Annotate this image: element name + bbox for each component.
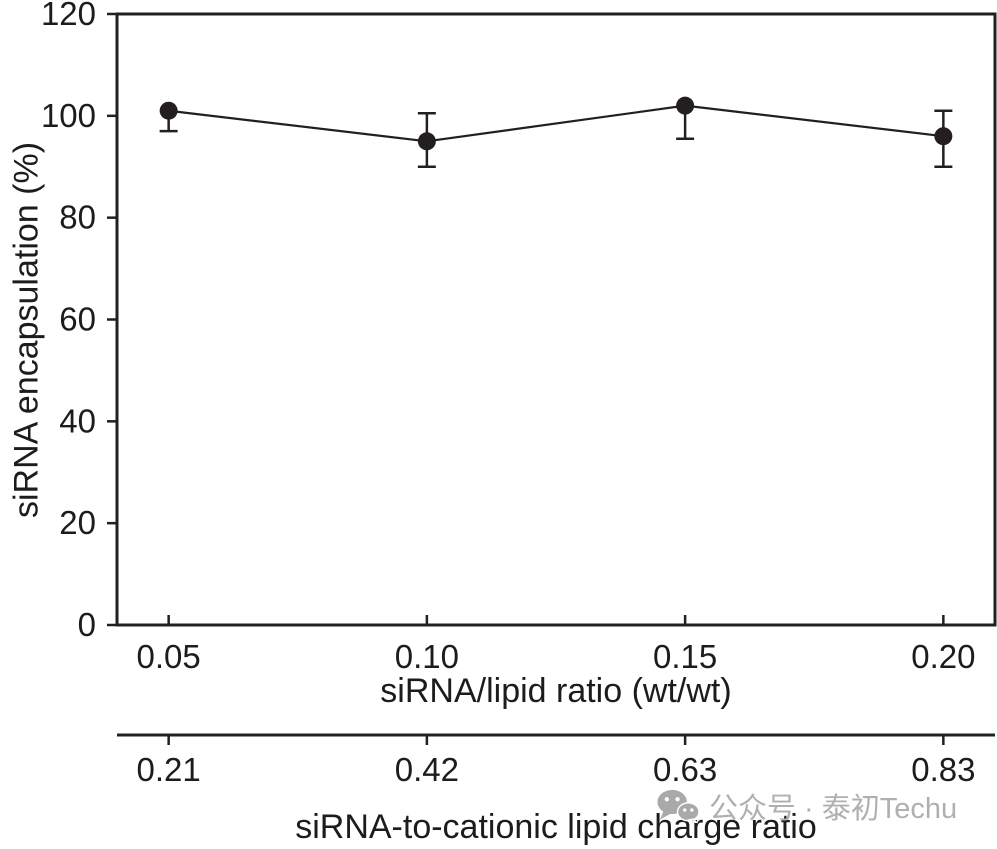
- secondary-tick-label: 0.63: [653, 751, 717, 788]
- data-line: [168, 104, 944, 143]
- y-tick-label: 80: [59, 199, 96, 236]
- x-axis-label: siRNA/lipid ratio (wt/wt): [380, 672, 732, 710]
- x-tick-label: 0.05: [137, 638, 201, 675]
- plot-frame: [115, 12, 997, 627]
- secondary-axis-label: siRNA-to-cationic lipid charge ratio: [295, 808, 817, 846]
- secondary-tick-label: 0.42: [395, 751, 459, 788]
- y-tick-label: 60: [59, 301, 96, 338]
- secondary-tick-label: 0.83: [911, 751, 975, 788]
- y-tick-label: 40: [59, 402, 96, 439]
- watermark-text: 公众号 · 泰初Techu: [709, 793, 958, 825]
- wechat-icon: [657, 789, 700, 823]
- x-tick-label: 0.20: [911, 638, 975, 675]
- data-point-marker: [676, 96, 695, 115]
- watermark: 公众号 · 泰初Techu: [656, 785, 957, 827]
- y-axis-label: siRNA encapsulation (%): [7, 141, 46, 519]
- y-tick-label: 100: [41, 97, 96, 134]
- data-point-marker: [417, 132, 436, 151]
- y-tick-label: 120: [41, 0, 96, 32]
- data-point-marker: [159, 101, 178, 120]
- x-tick-label: 0.15: [653, 638, 717, 675]
- data-point-marker: [934, 127, 953, 146]
- y-tick-label: 0: [78, 606, 96, 643]
- secondary-tick-label: 0.21: [137, 751, 201, 788]
- y-tick-label: 20: [59, 504, 96, 541]
- x-tick-label: 0.10: [395, 638, 459, 675]
